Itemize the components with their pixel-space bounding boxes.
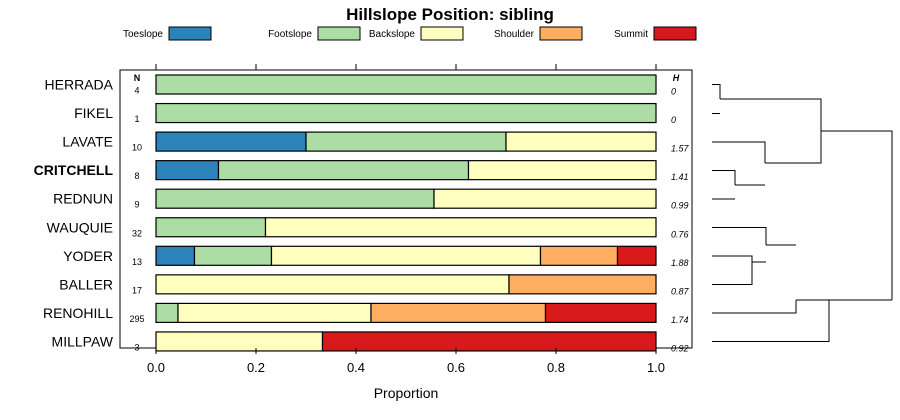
bar-segment-footslope (217, 160, 470, 181)
n-value: 32 (132, 228, 142, 238)
h-value: 1.57 (671, 144, 690, 154)
legend-label-toeslope: Toeslope (123, 29, 163, 40)
legend-label-backslope: Backslope (369, 29, 416, 40)
n-value: 3 (134, 342, 139, 352)
bar-segment-backslope (433, 188, 657, 209)
x-tick-label: 0.4 (347, 360, 365, 375)
chart-title: Hillslope Position: sibling (346, 5, 554, 24)
x-tick-label: 1.0 (647, 360, 665, 375)
x-axis: 0.0 0.2 0.4 0.6 0.8 1.0 (147, 64, 665, 375)
bar-segment-footslope (193, 245, 273, 266)
dendrogram-link (821, 130, 893, 301)
dendrogram-link (712, 244, 797, 314)
bar-segment-toeslope (155, 245, 196, 266)
dendrogram-link (712, 170, 736, 200)
bar-segment-footslope (155, 302, 179, 323)
x-tick-label: 0.2 (247, 360, 265, 375)
row-label: HERRADA (45, 77, 114, 93)
bar-row: BALLER 17 0.87 (59, 274, 690, 296)
row-label: LAVATE (62, 134, 113, 150)
bar-row: HERRADA 4 0 (45, 74, 676, 97)
h-column-header: H (673, 73, 680, 83)
n-column-header: N (134, 73, 141, 83)
h-value: 0.87 (671, 286, 690, 296)
legend-swatch-summit (653, 26, 697, 41)
bar-segment-footslope (155, 217, 267, 238)
bar-segment-backslope (270, 245, 542, 266)
dendrogram-link (712, 227, 767, 263)
h-value: 1.41 (671, 172, 689, 182)
dendrogram-link (712, 84, 721, 114)
legend-label-shoulder: Shoulder (494, 29, 535, 40)
x-axis-title: Proportion (374, 385, 439, 401)
bar-segment-footslope (155, 102, 657, 124)
bar-segment-footslope (155, 74, 657, 95)
n-value: 1 (134, 114, 139, 124)
h-value: 0.92 (671, 343, 689, 353)
bar-segment-footslope (305, 131, 507, 152)
row-label: MILLPAW (52, 333, 114, 349)
bar-segment-backslope (155, 331, 324, 352)
h-value: 1.74 (671, 315, 689, 325)
h-value: 0.76 (671, 229, 689, 239)
x-tick-label: 0.8 (547, 360, 565, 375)
bar-row: REDNUN 9 0.99 (53, 188, 689, 211)
dendrogram-link (712, 141, 766, 186)
n-value: 4 (134, 86, 139, 96)
dendrogram-link (712, 299, 830, 342)
dendrogram-link (712, 255, 753, 285)
bar-segment-toeslope (155, 131, 307, 152)
n-value: 295 (129, 314, 144, 324)
bar-segment-summit (616, 245, 657, 266)
row-label: BALLER (59, 276, 113, 292)
h-value: 0 (671, 115, 676, 125)
bar-segment-backslope (505, 131, 657, 152)
bar-row: LAVATE 10 1.57 (62, 131, 690, 154)
h-value: 0.99 (671, 201, 689, 211)
row-label: CRITCHELL (34, 162, 114, 178)
legend-label-summit: Summit (614, 29, 648, 40)
row-label: YODER (63, 248, 113, 264)
legend-swatch-backslope (420, 26, 464, 41)
bar-segment-shoulder (508, 274, 657, 295)
x-tick-label: 0.6 (447, 360, 465, 375)
bar-segment-summit (544, 302, 657, 323)
row-label: RENOHILL (43, 305, 113, 321)
bar-segment-backslope (467, 160, 657, 181)
bar-row: WAUQUIE 32 0.76 (47, 217, 689, 239)
bar-segment-backslope (155, 274, 510, 295)
legend-swatch-toeslope (168, 26, 212, 41)
legend-swatch-shoulder (539, 26, 583, 41)
bar-segment-toeslope (155, 160, 220, 181)
bar-segment-summit (321, 331, 657, 352)
n-value: 13 (132, 257, 142, 267)
legend: Toeslope Footslope Backslope Shoulder Summit (123, 26, 697, 41)
dendrogram (712, 84, 893, 342)
bar-row: MILLPAW 3 0.92 (52, 331, 689, 353)
row-label: WAUQUIE (47, 219, 113, 235)
bar-segment-backslope (177, 302, 372, 323)
bar-row: YODER 13 1.88 (63, 245, 689, 268)
bar-segment-backslope (264, 217, 657, 238)
row-label: REDNUN (53, 191, 113, 207)
n-value: 9 (134, 200, 139, 210)
x-tick-label: 0.0 (147, 360, 165, 375)
bar-row: CRITCHELL 8 1.41 (34, 160, 689, 182)
bar-row: FIKEL 1 0 (74, 102, 676, 125)
h-value: 1.88 (671, 258, 689, 268)
bar-segment-footslope (155, 188, 435, 209)
legend-label-footslope: Footslope (268, 29, 312, 40)
n-value: 10 (132, 143, 142, 153)
row-label: FIKEL (74, 105, 113, 121)
bar-segment-shoulder (539, 245, 619, 266)
h-value: 0 (671, 87, 676, 97)
dendrogram-link (720, 98, 822, 164)
bar-segment-shoulder (370, 302, 547, 323)
n-value: 8 (134, 171, 139, 181)
legend-swatch-footslope (317, 26, 361, 41)
n-value: 17 (132, 285, 142, 295)
bar-row: RENOHILL 295 1.74 (43, 302, 689, 325)
